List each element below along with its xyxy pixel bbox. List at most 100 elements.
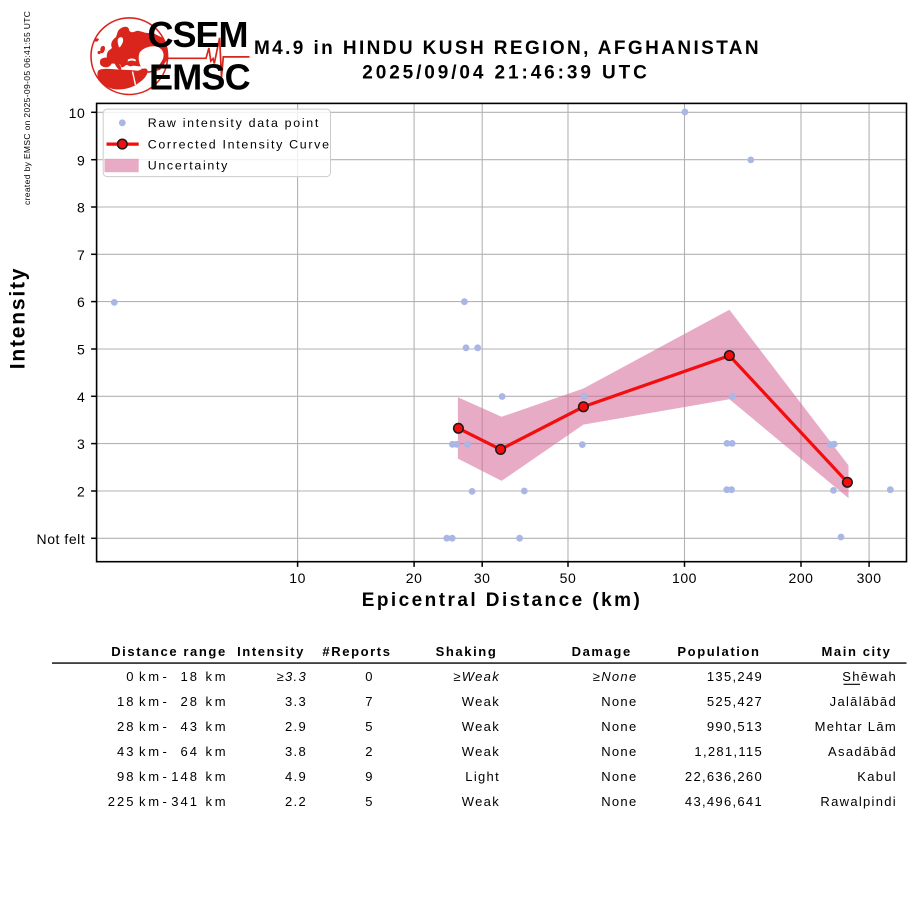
svg-text:525,427: 525,427 [707, 694, 763, 709]
svg-text:22,636,260: 22,636,260 [685, 769, 763, 784]
svg-text:-: - [162, 719, 168, 734]
svg-text:None: None [601, 719, 637, 734]
svg-text:7: 7 [365, 694, 374, 709]
svg-text:Shēwah: Shēwah [842, 669, 897, 684]
svg-text:43,496,641: 43,496,641 [685, 794, 763, 809]
svg-text:≥3.3: ≥3.3 [277, 669, 307, 684]
svg-text:None: None [601, 794, 637, 809]
svg-text:Uncertainty: Uncertainty [148, 159, 229, 173]
svg-text:Not felt: Not felt [37, 531, 86, 547]
svg-text:#Reports: #Reports [322, 644, 391, 659]
svg-text:Jalālābād: Jalālābād [830, 694, 897, 709]
svg-text:km: km [139, 744, 162, 759]
svg-text:300: 300 [857, 570, 882, 586]
svg-text:2: 2 [77, 484, 85, 500]
svg-text:28: 28 [117, 719, 135, 734]
svg-text:Intensity: Intensity [7, 267, 30, 370]
svg-text:-: - [162, 769, 168, 784]
svg-text:Intensity: Intensity [237, 644, 305, 659]
svg-text:Epicentral Distance (km): Epicentral Distance (km) [362, 590, 643, 611]
svg-text:9: 9 [77, 152, 85, 168]
svg-text:98: 98 [117, 769, 135, 784]
svg-text:CSEM: CSEM [148, 14, 248, 55]
svg-text:Weak: Weak [462, 694, 500, 709]
svg-text:-: - [162, 744, 168, 759]
svg-text:M4.9 in HINDU KUSH REGION, AFG: M4.9 in HINDU KUSH REGION, AFGHANISTAN [254, 38, 761, 59]
svg-text:Asadābād: Asadābād [828, 744, 897, 759]
svg-text:5: 5 [365, 794, 374, 809]
svg-text:10: 10 [289, 570, 306, 586]
svg-text:≥None: ≥None [593, 669, 638, 684]
svg-text:Population: Population [677, 644, 760, 659]
svg-text:km: km [139, 669, 162, 684]
svg-text:EMSC: EMSC [149, 57, 251, 98]
svg-text:341: 341 [171, 794, 199, 809]
svg-text:6: 6 [77, 294, 85, 310]
svg-text:km: km [139, 794, 162, 809]
svg-text:28: 28 [181, 694, 199, 709]
svg-text:-: - [162, 794, 168, 809]
svg-text:2.9: 2.9 [285, 719, 307, 734]
svg-text:km: km [206, 769, 229, 784]
svg-text:18: 18 [181, 669, 199, 684]
svg-text:18: 18 [117, 694, 135, 709]
svg-text:2.2: 2.2 [285, 794, 307, 809]
svg-text:9: 9 [365, 769, 374, 784]
svg-text:Damage: Damage [572, 644, 632, 659]
svg-text:135,249: 135,249 [707, 669, 763, 684]
svg-text:200: 200 [788, 570, 813, 586]
svg-text:990,513: 990,513 [707, 719, 763, 734]
svg-text:km: km [206, 744, 229, 759]
svg-text:2025/09/04 21:46:39 UTC: 2025/09/04 21:46:39 UTC [362, 62, 649, 83]
svg-text:created by EMSC on 2025-09-05: created by EMSC on 2025-09-05 06:41:55 U… [22, 11, 32, 205]
svg-text:5: 5 [77, 342, 85, 358]
svg-text:Light: Light [465, 769, 500, 784]
svg-text:km: km [139, 694, 162, 709]
svg-text:Mehtar Lām: Mehtar Lām [815, 719, 897, 734]
svg-text:Raw intensity data point: Raw intensity data point [148, 116, 320, 130]
svg-text:7: 7 [77, 247, 85, 263]
svg-text:64: 64 [181, 744, 199, 759]
svg-text:50: 50 [560, 570, 577, 586]
svg-text:-: - [162, 694, 168, 709]
svg-text:10: 10 [69, 105, 86, 121]
svg-text:km: km [206, 694, 229, 709]
svg-text:Weak: Weak [462, 744, 500, 759]
svg-text:20: 20 [406, 570, 423, 586]
svg-text:≥Weak: ≥Weak [453, 669, 500, 684]
svg-text:km: km [206, 719, 229, 734]
svg-text:0: 0 [126, 669, 135, 684]
svg-text:Distance range: Distance range [111, 644, 227, 659]
svg-text:4.9: 4.9 [285, 769, 307, 784]
svg-text:4: 4 [77, 389, 85, 405]
svg-text:Kabul: Kabul [857, 769, 897, 784]
svg-text:5: 5 [365, 719, 374, 734]
svg-text:None: None [601, 694, 637, 709]
svg-text:2: 2 [365, 744, 374, 759]
svg-text:Weak: Weak [462, 794, 500, 809]
svg-text:30: 30 [474, 570, 491, 586]
svg-text:148: 148 [171, 769, 199, 784]
svg-text:-: - [162, 669, 168, 684]
svg-text:km: km [206, 669, 229, 684]
svg-text:43: 43 [117, 744, 135, 759]
svg-text:1,281,115: 1,281,115 [694, 744, 763, 759]
svg-text:3: 3 [77, 436, 85, 452]
svg-text:3.8: 3.8 [285, 744, 307, 759]
svg-text:43: 43 [181, 719, 199, 734]
svg-text:100: 100 [672, 570, 697, 586]
svg-text:Rawalpindi: Rawalpindi [820, 794, 897, 809]
svg-text:None: None [601, 769, 637, 784]
svg-text:Shaking: Shaking [436, 644, 498, 659]
svg-text:8: 8 [77, 200, 85, 216]
svg-text:km: km [139, 769, 162, 784]
svg-text:None: None [601, 744, 637, 759]
svg-text:Main city: Main city [821, 644, 891, 659]
svg-text:Weak: Weak [462, 719, 500, 734]
svg-text:0: 0 [365, 669, 374, 684]
svg-text:km: km [206, 794, 229, 809]
svg-text:3.3: 3.3 [285, 694, 307, 709]
svg-text:km: km [139, 719, 162, 734]
svg-text:Corrected Intensity Curve: Corrected Intensity Curve [148, 137, 331, 151]
svg-text:225: 225 [108, 794, 136, 809]
